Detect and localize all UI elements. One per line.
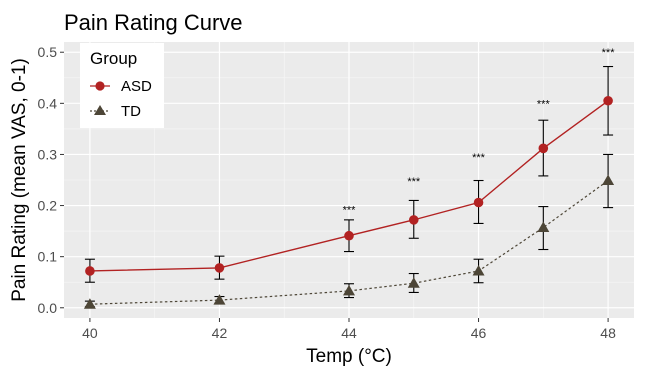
series-layer [83, 65, 615, 309]
legend-label-td: TD [121, 103, 141, 120]
data-point-td [213, 294, 226, 305]
legend-label-asd: ASD [121, 78, 152, 95]
data-point-asd [214, 263, 225, 273]
y-tick-label: 0.0 [38, 300, 58, 316]
data-point-td [602, 174, 615, 186]
legend-marker-asd [95, 81, 105, 91]
y-tick-label: 0.1 [38, 249, 58, 265]
y-tick-label: 0.3 [38, 146, 58, 162]
x-tick-label: 46 [471, 325, 487, 341]
data-point-td [343, 284, 355, 296]
data-point-asd [344, 230, 354, 241]
significance-label: *** [343, 205, 357, 217]
data-point-td [407, 277, 420, 288]
legend: Group ASD TD [80, 43, 164, 128]
data-point-asd [603, 95, 613, 106]
annotation-layer: *** *** *** *** *** [343, 47, 616, 216]
y-tick-label: 0.2 [38, 198, 58, 214]
legend-marker-td [94, 105, 106, 115]
x-tick-label: 42 [212, 325, 228, 341]
significance-label: *** [537, 98, 551, 110]
y-tick-label: 0.5 [38, 44, 58, 60]
axis-layer: 40 42 44 46 48 0.0 0.1 0.2 0.3 0.4 0.5 [38, 44, 617, 341]
chart-title: Pain Rating Curve [64, 10, 243, 35]
data-point-td [83, 298, 96, 309]
data-point-td [537, 221, 550, 233]
x-tick-label: 40 [82, 325, 98, 341]
data-point-asd [408, 215, 419, 225]
data-point-asd [538, 143, 549, 154]
data-point-td [472, 264, 485, 276]
data-point-asd [473, 197, 484, 208]
x-axis-title: Temp (°C) [306, 346, 392, 367]
legend-title: Group [90, 49, 137, 68]
significance-label: *** [472, 152, 486, 164]
data-point-asd [85, 266, 95, 276]
x-tick-label: 48 [600, 325, 616, 341]
y-axis-title: Pain Rating (mean VAS, 0-1) [9, 58, 30, 302]
significance-label: *** [407, 176, 421, 188]
significance-label: *** [602, 47, 616, 59]
y-tick-label: 0.4 [38, 95, 58, 111]
x-tick-label: 44 [341, 325, 357, 341]
